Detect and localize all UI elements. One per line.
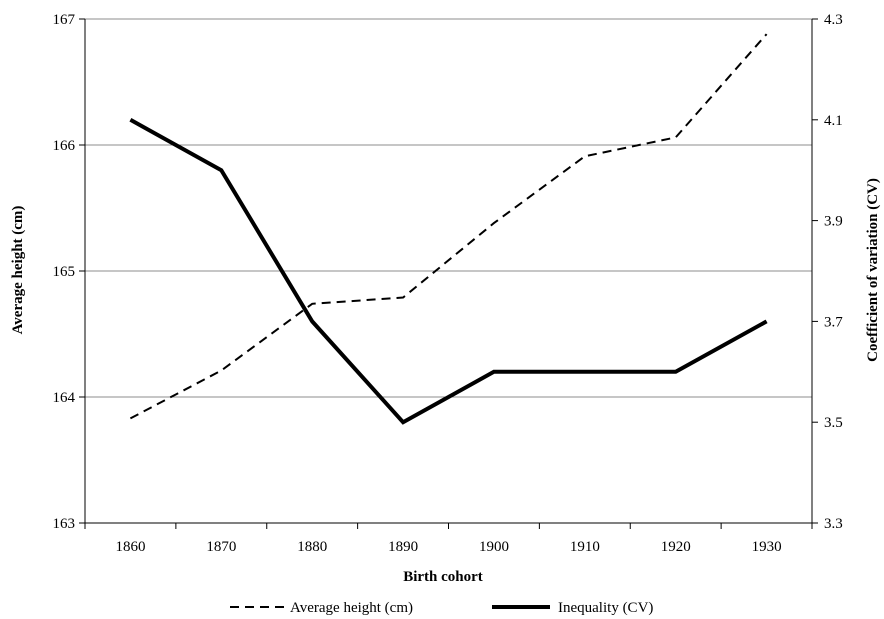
series-line-average-height xyxy=(129,33,768,420)
x-tick-label: 1880 xyxy=(297,539,327,555)
left-y-axis-label: Average height (cm) xyxy=(10,206,26,335)
x-tick-label: 1890 xyxy=(388,539,418,555)
right-y-tick-label: 4.1 xyxy=(824,113,843,129)
left-y-tick-label: 164 xyxy=(53,390,76,406)
right-y-tick-label: 3.3 xyxy=(824,516,843,532)
series-line-inequality xyxy=(129,118,768,425)
right-y-tick-label: 4.3 xyxy=(824,12,843,28)
x-tick-label: 1920 xyxy=(661,539,691,555)
x-tick-label: 1860 xyxy=(115,539,145,555)
series-layer xyxy=(129,33,768,425)
right-y-tick-label: 3.5 xyxy=(824,415,843,431)
legend-label-average-height: Average height (cm) xyxy=(290,600,413,616)
left-y-tick-label: 165 xyxy=(53,264,76,280)
x-tick-label: 1870 xyxy=(206,539,236,555)
left-y-tick-label: 166 xyxy=(53,138,76,154)
left-y-tick-label: 163 xyxy=(53,516,76,532)
x-tick-label: 1900 xyxy=(479,539,509,555)
x-tick-label: 1930 xyxy=(752,539,782,555)
right-y-tick-label: 3.9 xyxy=(824,214,843,230)
x-tick-label: 1910 xyxy=(570,539,600,555)
right-y-tick-label: 3.7 xyxy=(824,314,843,330)
legend-label-inequality: Inequality (CV) xyxy=(558,600,653,616)
left-y-tick-label: 167 xyxy=(53,12,76,28)
right-y-ticks: 3.3 3.5 3.7 3.9 4.1 4.3 xyxy=(812,12,843,532)
legend: Average height (cm) Inequality (CV) xyxy=(230,600,653,616)
gridlines xyxy=(85,18,812,398)
left-y-ticks: 163 164 165 166 167 xyxy=(53,12,85,532)
right-y-axis-label: Coefficient of variation (CV) xyxy=(865,178,881,362)
x-axis-label: Birth cohort xyxy=(403,569,483,585)
x-ticks: 1860 1870 1880 1890 1900 1910 1920 1930 xyxy=(84,523,813,555)
